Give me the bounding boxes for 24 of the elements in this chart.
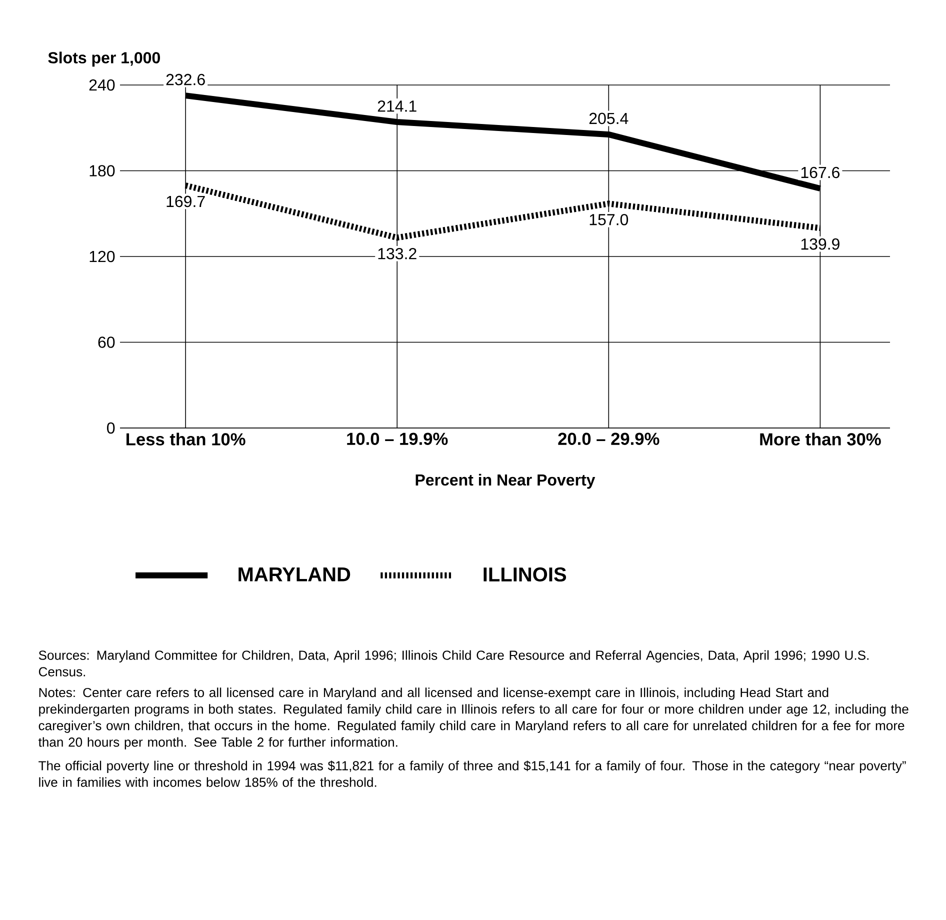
data-label: 133.2 xyxy=(378,248,416,260)
y-tick-label: 120 xyxy=(90,250,115,262)
y-axis-title: Slots per 1,000 xyxy=(48,52,160,67)
data-label: 169.7 xyxy=(166,196,205,208)
text: The official poverty line or threshold in 1994 was $11,821 for a family of three and $15,141 for a family of four. Those in the category “near poverty” live in families with incomes below 185% of the threshold. xyxy=(38,760,906,787)
y-tick-label: 0 xyxy=(107,422,115,434)
data-label: 157.0 xyxy=(590,214,628,226)
y-tick-label: 240 xyxy=(89,79,115,91)
x-tick-label: 10.0 – 19.9% xyxy=(347,432,448,445)
source-note: Sources: Maryland Committee for Children, Data, April 1996; Illinois Child Care Resource and Referral Agencies, Data, April 1996; 1990 U.S. Census. xyxy=(38,650,868,676)
data-label: 205.4 xyxy=(589,112,628,124)
x-tick-label: Less than 10% xyxy=(126,432,246,446)
text: Notes: Center care refers to all licensed care in Maryland and all licensed and license-exempt care in Illinois, including Head Start and prekindergarten programs in both states. Regulated family child care in Illinois refers to all care for four or more children under age 12, including the caregiver’s own children, that occurs in the home. Regulated family child care in Maryland refers to all care for unrelated children for a fee for more than 20 hours per month. See Table 2 for further information. xyxy=(38,688,908,750)
y-tick-label: 180 xyxy=(90,165,115,176)
y-tick-label: 60 xyxy=(98,336,115,348)
data-label: 214.1 xyxy=(378,100,416,112)
data-label: 232.6 xyxy=(166,74,205,86)
x-axis-title: Percent in Near Poverty xyxy=(416,474,596,489)
legend-label: ILLINOIS xyxy=(484,567,566,582)
data-label: 167.6 xyxy=(801,166,840,178)
legend-label: MARYLAND xyxy=(238,567,350,582)
data-label: 139.9 xyxy=(801,238,840,250)
x-tick-label: 20.0 – 29.9% xyxy=(558,432,660,445)
x-tick-label: More than 30% xyxy=(760,432,881,446)
